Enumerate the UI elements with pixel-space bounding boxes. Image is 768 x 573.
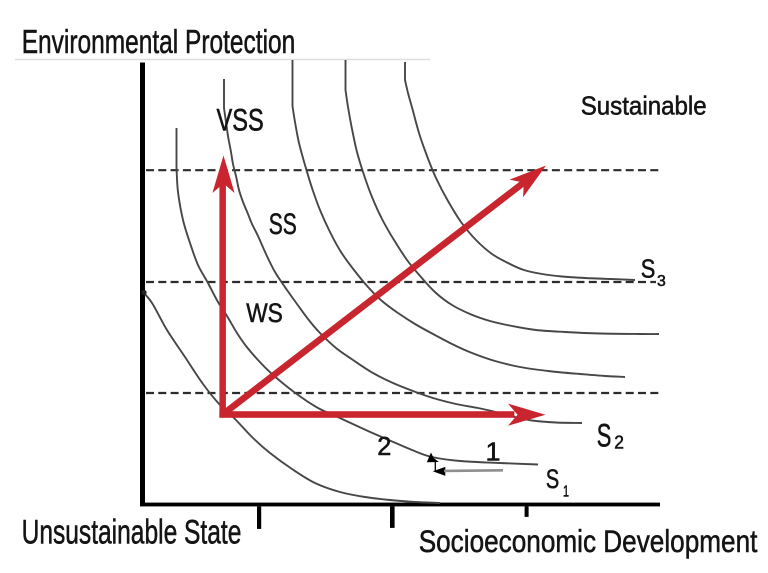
svg-text:Socioeconomic Development: Socioeconomic Development	[419, 524, 758, 559]
svg-text:S: S	[546, 464, 559, 494]
svg-text:WS: WS	[246, 298, 283, 328]
svg-text:2: 2	[614, 432, 624, 453]
svg-text:S: S	[597, 417, 612, 454]
svg-text:Environmental Protection: Environmental Protection	[22, 24, 296, 61]
svg-text:SS: SS	[269, 208, 297, 241]
svg-text:Sustainable: Sustainable	[581, 92, 707, 120]
svg-text:S: S	[641, 256, 656, 284]
svg-text:1: 1	[486, 439, 501, 467]
svg-text:3: 3	[657, 273, 666, 290]
svg-text:1: 1	[563, 483, 569, 500]
svg-text:VSS: VSS	[217, 102, 264, 138]
svg-text:2: 2	[377, 433, 391, 461]
svg-text:Unsustainable State: Unsustainable State	[22, 514, 242, 552]
